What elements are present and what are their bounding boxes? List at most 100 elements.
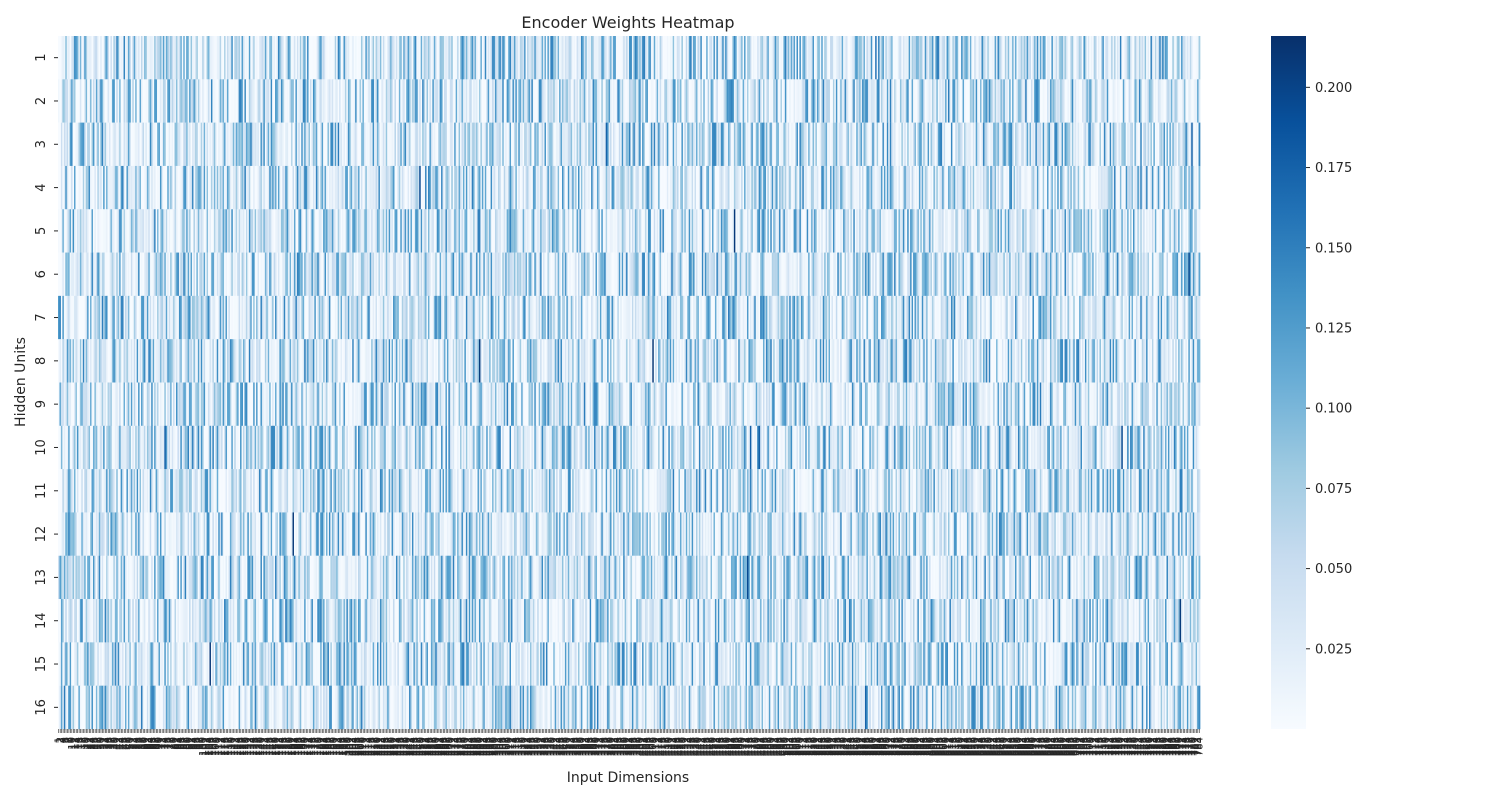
- heatmap-cell: [1044, 36, 1046, 80]
- heatmap-cell: [825, 79, 828, 123]
- heatmap-cell: [451, 36, 454, 80]
- heatmap-cell: [706, 165, 709, 210]
- heatmap-cell: [1188, 79, 1191, 123]
- heatmap-cell: [828, 122, 831, 167]
- heatmap-cell: [60, 122, 63, 167]
- heatmap-cell: [745, 165, 748, 210]
- heatmap-cell: [1147, 36, 1150, 80]
- heatmap-cell: [1141, 79, 1144, 123]
- heatmap-cell: [126, 36, 129, 80]
- heatmap-cell: [948, 165, 950, 210]
- heatmap-cell: [1096, 122, 1099, 167]
- heatmap-cell: [119, 209, 121, 253]
- heatmap-cell: [566, 122, 569, 167]
- heatmap-cell: [180, 122, 183, 167]
- heatmap-cell: [117, 122, 120, 167]
- heatmap-cell: [864, 122, 867, 167]
- heatmap-cell: [1135, 36, 1138, 80]
- heatmap-cell: [178, 36, 181, 80]
- heatmap-cell: [793, 122, 796, 167]
- heatmap-cell: [229, 79, 232, 123]
- heatmap-cell: [480, 165, 483, 210]
- heatmap-cell: [161, 165, 164, 210]
- heatmap-cell: [567, 79, 570, 123]
- heatmap-cell: [927, 79, 930, 123]
- heatmap-cell: [1007, 122, 1010, 167]
- heatmap-cell: [317, 79, 320, 123]
- heatmap-cell: [751, 79, 754, 123]
- heatmap-cell: [1100, 165, 1103, 210]
- heatmap-cell: [534, 122, 537, 167]
- heatmap-cell: [1016, 36, 1019, 80]
- heatmap-cell: [846, 165, 848, 210]
- heatmap-cell: [148, 79, 151, 123]
- heatmap-cell: [1157, 165, 1160, 210]
- heatmap-cell: [1065, 36, 1068, 80]
- heatmap-cell: [915, 122, 918, 167]
- heatmap-cell: [323, 122, 325, 167]
- heatmap-cell: [1092, 122, 1095, 167]
- heatmap-cell: [490, 36, 493, 80]
- heatmap-cell: [269, 165, 272, 210]
- heatmap-cell: [698, 122, 701, 167]
- heatmap-cell: [429, 165, 432, 210]
- heatmap-cell: [920, 122, 923, 167]
- heatmap-cell: [915, 165, 918, 210]
- heatmap-cell: [302, 36, 305, 80]
- heatmap-cell: [822, 36, 825, 80]
- heatmap-cell: [1130, 165, 1132, 210]
- heatmap-cell: [74, 36, 76, 80]
- heatmap-cell: [744, 36, 746, 80]
- heatmap-cell: [457, 36, 459, 80]
- heatmap-cell: [827, 122, 829, 167]
- heatmap-cell: [407, 165, 410, 210]
- heatmap-cell: [253, 79, 255, 123]
- heatmap-cell: [838, 79, 841, 123]
- heatmap-cell: [559, 79, 561, 123]
- heatmap-cell: [178, 165, 181, 210]
- heatmap-cell: [320, 122, 323, 167]
- heatmap-cell: [800, 79, 803, 123]
- heatmap-cell: [1156, 79, 1159, 123]
- heatmap-cell: [446, 165, 449, 210]
- heatmap-cell: [595, 165, 598, 210]
- heatmap-cell: [312, 122, 315, 167]
- heatmap-cell: [398, 79, 401, 123]
- heatmap-cell: [133, 79, 136, 123]
- heatmap-cell: [529, 165, 532, 210]
- heatmap-cell: [918, 165, 921, 210]
- heatmap-cell: [1017, 122, 1020, 167]
- heatmap-cell: [545, 79, 548, 123]
- heatmap-cell: [1084, 79, 1087, 123]
- heatmap-cell: [781, 122, 784, 167]
- heatmap-cell: [1042, 79, 1045, 123]
- heatmap-cell: [196, 122, 199, 167]
- heatmap-cell: [752, 79, 755, 123]
- heatmap-cell: [98, 79, 101, 123]
- heatmap-cell: [1047, 36, 1049, 80]
- heatmap-cell: [167, 79, 170, 123]
- heatmap-cell: [398, 165, 401, 210]
- heatmap-cell: [726, 36, 729, 80]
- heatmap-cell: [508, 165, 510, 210]
- heatmap-cell: [339, 122, 341, 167]
- heatmap-cell: [974, 79, 977, 123]
- heatmap-cell: [572, 36, 574, 80]
- heatmap-cell: [455, 79, 458, 123]
- heatmap-cell: [162, 36, 165, 80]
- heatmap-cell: [58, 165, 60, 210]
- heatmap-cell: [441, 36, 443, 80]
- heatmap-cell: [851, 122, 854, 167]
- heatmap-cell: [192, 79, 194, 123]
- heatmap-cell: [1125, 36, 1128, 80]
- heatmap-cell: [610, 165, 612, 210]
- heatmap-cell: [432, 122, 435, 167]
- heatmap-cell: [799, 122, 802, 167]
- heatmap-cell: [470, 165, 473, 210]
- heatmap-cell: [1156, 165, 1159, 210]
- heatmap-cell: [427, 79, 430, 123]
- heatmap-cell: [1010, 165, 1013, 210]
- heatmap-cell: [339, 165, 341, 210]
- heatmap-cell: [674, 165, 676, 210]
- heatmap-cell: [368, 165, 371, 210]
